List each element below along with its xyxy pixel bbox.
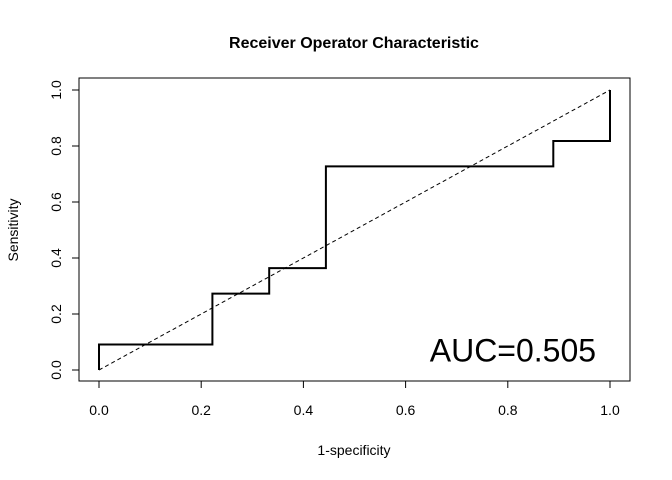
y-tick-label: 0.8	[48, 136, 64, 156]
y-tick-label: 0.2	[48, 304, 64, 324]
x-axis-label: 1-specificity	[317, 442, 390, 458]
chart-title: Receiver Operator Characteristic	[229, 35, 479, 52]
y-tick-label: 0.6	[48, 192, 64, 212]
x-tick-label: 0.6	[396, 402, 416, 418]
x-tick-label: 0.0	[89, 402, 109, 418]
y-tick-label: 0.0	[48, 360, 64, 380]
x-tick-label: 0.4	[294, 402, 314, 418]
x-tick-label: 1.0	[600, 402, 620, 418]
axes: 0.0 0.2 0.4 0.6 0.8 1.0 0.0 0.2 0.4 0.6 0.8 1.0	[48, 80, 620, 418]
roc-curve-line	[98, 90, 611, 370]
y-axis-label: Sensitivity	[5, 198, 21, 261]
x-tick-label: 0.8	[498, 402, 518, 418]
series-layer	[98, 89, 611, 371]
auc-annotation: AUC=0.505	[430, 332, 596, 368]
y-tick-label: 1.0	[48, 80, 64, 100]
y-tick-label: 0.4	[48, 248, 64, 268]
x-tick-label: 0.2	[191, 402, 211, 418]
reference-diagonal-line	[98, 89, 611, 371]
